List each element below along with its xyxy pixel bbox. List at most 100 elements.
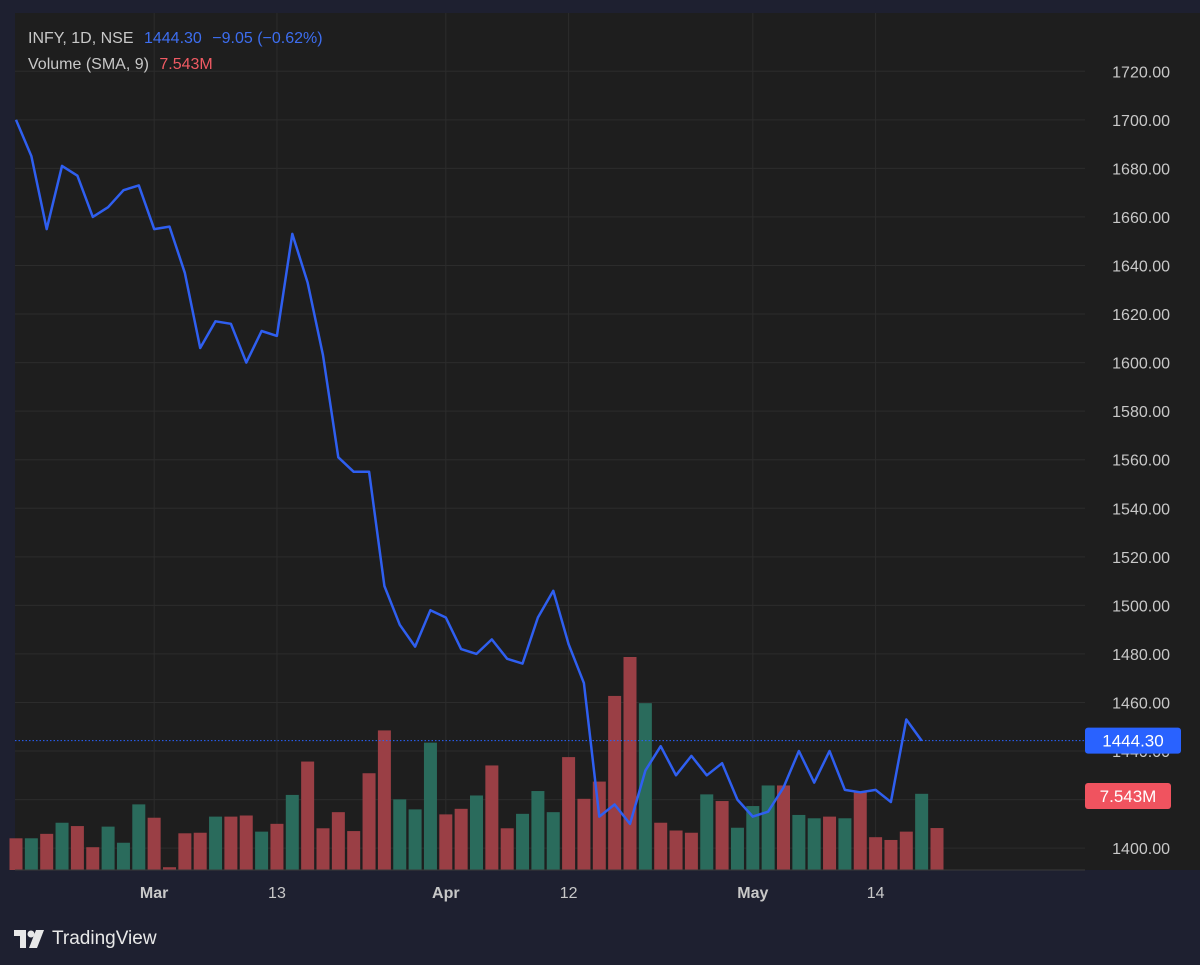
price-change-value: −9.05 (−0.62%) [212,30,323,47]
legend-volume: Volume (SMA, 9) 7.543M [28,56,219,74]
volume-bar [255,831,269,870]
plot-area[interactable] [15,13,1085,870]
grid [15,13,1085,870]
volume-bar [377,730,391,870]
volume-indicator-label[interactable]: Volume (SMA, 9) [28,56,149,73]
volume-bar [869,837,883,870]
volume-bar [132,804,146,870]
volume-bar [116,842,130,870]
y-tick-label: 1480.00 [1112,647,1170,664]
volume-value: 7.543M [159,56,213,73]
volume-bar [485,765,499,870]
volume-bar [930,828,944,870]
volume-bar [362,773,376,870]
volume-bar [163,867,176,870]
volume-badge: 7.543M [1085,783,1171,809]
y-tick-label: 1600.00 [1112,356,1170,373]
x-tick-label: 14 [867,885,885,902]
legend-price: INFY, 1D, NSE 1444.30 −9.05 (−0.62%) [28,30,329,48]
volume-bar [730,827,744,870]
symbol-label[interactable]: INFY, 1D, NSE [28,30,134,47]
volume-bar [562,757,576,870]
branding-text: TradingView [52,928,157,949]
volume-bar [746,806,760,870]
volume-bar [9,838,23,870]
y-tick-label: 1540.00 [1112,501,1170,518]
volume-badge-text: 7.543M [1100,787,1157,806]
y-tick-label: 1500.00 [1112,598,1170,615]
volume-bar [408,809,422,870]
volume-bar [715,801,729,870]
volume-bar [147,817,161,870]
volume-bar [70,826,84,870]
volume-bar [761,785,775,870]
volume-bars [9,657,944,870]
volume-bar [224,816,238,870]
volume-bar [577,798,591,870]
y-tick-label: 1640.00 [1112,258,1170,275]
price-badge-text: 1444.30 [1102,732,1163,751]
volume-bar [838,818,852,870]
volume-bar [608,695,622,870]
volume-bar [915,793,929,870]
volume-bar [239,815,253,870]
volume-bar [777,785,790,870]
volume-bar [270,823,284,870]
volume-bar [86,847,100,870]
volume-bar [55,822,69,870]
x-tick-label: Mar [140,885,168,902]
price-badge: 1444.30 [1085,727,1181,754]
volume-bar [669,830,683,870]
y-tick-label: 1580.00 [1112,404,1170,421]
volume-bar [178,833,192,870]
volume-bar [546,812,560,870]
x-tick-label: May [737,885,768,902]
y-tick-label: 1560.00 [1112,453,1170,470]
volume-bar [792,814,806,870]
volume-bar [301,761,315,870]
volume-bar [193,832,207,870]
y-tick-label: 1460.00 [1112,695,1170,712]
volume-bar [393,799,407,870]
volume-bar [531,791,545,870]
volume-bar [823,816,837,870]
y-tick-label: 1620.00 [1112,307,1170,324]
last-price-value: 1444.30 [143,30,202,47]
volume-bar [347,831,361,870]
volume-bar [316,828,330,870]
volume-bar [331,812,345,870]
volume-bar [592,781,606,870]
tradingview-logo-icon [14,930,44,948]
price-axis[interactable] [1085,13,1200,870]
branding[interactable]: TradingView [14,928,157,950]
volume-bar [500,828,514,870]
volume-bar [638,703,652,870]
volume-bar [516,813,530,870]
volume-bar [40,833,54,870]
y-tick-label: 1700.00 [1112,113,1170,130]
volume-bar [24,838,38,870]
volume-bar [470,795,483,870]
volume-bar [853,791,867,870]
y-tick-label: 1680.00 [1112,161,1170,178]
y-tick-label: 1520.00 [1112,550,1170,567]
x-axis-ticks: Mar 13 Apr 12 May 14 [140,885,885,902]
volume-bar [454,808,468,870]
x-tick-label: 12 [560,885,578,902]
volume-bar [684,832,698,870]
price-line [14,119,923,826]
volume-bar [439,814,453,870]
volume-bar [285,794,299,870]
volume-bar [623,657,637,870]
volume-bar [654,822,668,870]
volume-bar [101,826,115,870]
volume-bar [899,831,913,870]
volume-bar [884,839,898,870]
y-tick-label: 1400.00 [1112,841,1170,858]
x-tick-label: 13 [268,885,286,902]
volume-bar [700,794,714,870]
y-tick-label: 1720.00 [1112,64,1170,81]
y-tick-label: 1660.00 [1112,210,1170,227]
